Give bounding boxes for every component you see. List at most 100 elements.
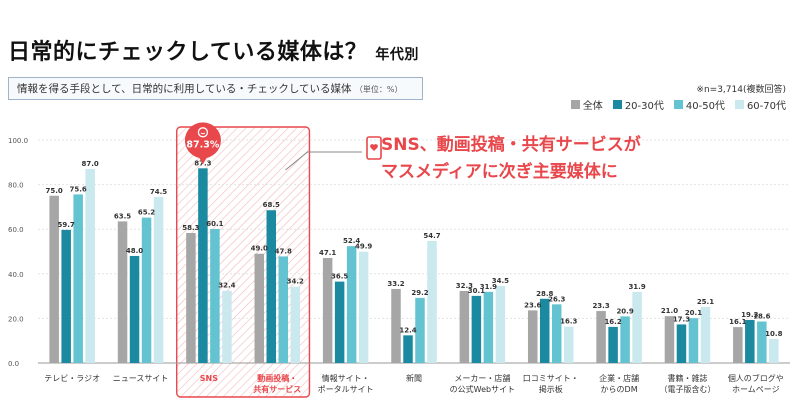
bar bbox=[61, 229, 71, 363]
bar bbox=[222, 290, 232, 363]
bar bbox=[527, 310, 538, 363]
bar-value-label: 59.7 bbox=[58, 221, 75, 229]
bar-value-label: 20.9 bbox=[616, 307, 633, 315]
bar-value-label: 32.3 bbox=[456, 282, 473, 290]
bar bbox=[186, 232, 196, 363]
bar-value-label: 30.1 bbox=[468, 287, 485, 295]
chart-subtitle: 情報を得る手段として、日常的に利用している・チェックしている媒体 bbox=[17, 83, 352, 95]
bar bbox=[483, 291, 494, 363]
badge-circle bbox=[184, 122, 221, 159]
bar-value-label: 19.3 bbox=[741, 311, 758, 319]
bar-value-label: 23.3 bbox=[592, 302, 609, 310]
callout-text: SNS、動画投稿・共有サービスが マスメディアに次ぎ主要媒体に bbox=[381, 132, 641, 186]
bar-value-label: 65.2 bbox=[138, 209, 155, 217]
legend-item-20-30: 20-30代 bbox=[612, 97, 664, 112]
legend-swatch-60-70 bbox=[734, 100, 744, 109]
x-category-label: 共有サービス bbox=[253, 384, 301, 394]
x-category-label: 口コミサイト・ bbox=[523, 374, 579, 383]
bar bbox=[129, 255, 140, 363]
phone-heart-icon bbox=[366, 136, 382, 160]
bar bbox=[391, 288, 401, 363]
x-category-label: 個人のブログや bbox=[728, 373, 784, 383]
callout-connector bbox=[285, 151, 362, 171]
smiley-icon bbox=[197, 127, 209, 138]
bar-value-label: 31.9 bbox=[628, 283, 645, 291]
y-tick-label: 60.0 bbox=[8, 226, 24, 234]
annotation-layer: 87.3% bbox=[184, 122, 362, 171]
bar bbox=[688, 318, 699, 363]
bar bbox=[608, 326, 618, 363]
bar bbox=[403, 335, 413, 363]
bar bbox=[153, 196, 164, 363]
bar bbox=[334, 281, 345, 363]
bar-value-label: 26.3 bbox=[548, 295, 565, 303]
title-main: 日常的にチェックしている媒体は？ bbox=[8, 40, 368, 65]
bar-value-label: 60.1 bbox=[206, 220, 223, 228]
bar-value-label: 16.1 bbox=[729, 318, 746, 326]
legend-label-40-50: 40-50代 bbox=[685, 101, 725, 112]
x-category-label: 動画投稿・ bbox=[257, 373, 297, 383]
bar bbox=[322, 257, 333, 363]
badge-value: 87.3% bbox=[186, 139, 219, 150]
legend-label-all: 全体 bbox=[582, 101, 603, 112]
unit-label: （単位：%） bbox=[354, 85, 403, 94]
bar bbox=[700, 307, 711, 363]
bar bbox=[676, 324, 687, 363]
bar-value-label: 48.0 bbox=[126, 247, 143, 255]
y-tick-label: 80.0 bbox=[8, 182, 24, 190]
bar-value-label: 49.0 bbox=[251, 245, 268, 253]
x-category-label: テレビ・ラジオ bbox=[44, 374, 100, 383]
bar-value-label: 31.9 bbox=[480, 283, 497, 291]
bar-value-label: 17.3 bbox=[673, 315, 690, 323]
bar bbox=[85, 168, 95, 363]
highlight-layer bbox=[176, 126, 311, 398]
labels-layer: 75.0 59.7 75.6 87.0 テレビ・ラジオ 63.5 48.0 65.2 74.5 ニ… bbox=[44, 159, 784, 394]
x-category-label: （電子版含む） bbox=[659, 384, 715, 394]
bar bbox=[254, 253, 265, 363]
bar bbox=[620, 316, 630, 363]
bar-value-label: 87.0 bbox=[82, 160, 99, 168]
legend-item-40-50: 40-50代 bbox=[673, 97, 725, 112]
bar-value-label: 58.3 bbox=[182, 224, 199, 232]
bar-value-label: 34.2 bbox=[287, 278, 304, 286]
bar-value-label: 29.2 bbox=[411, 289, 428, 297]
x-category-label: メーカー・店舗 bbox=[454, 373, 510, 383]
x-category-label: 情報サイト・ bbox=[322, 373, 370, 383]
chart-legend: 全体 20-30代 40-50代 60-70代 bbox=[570, 97, 786, 112]
bar bbox=[358, 251, 369, 363]
callout-line-1: SNS、動画投稿・共有サービスが bbox=[381, 135, 641, 155]
bar bbox=[210, 228, 220, 363]
x-category-label: 掲示板 bbox=[539, 384, 563, 394]
bar bbox=[551, 304, 562, 363]
bar-value-label: 10.8 bbox=[765, 330, 782, 338]
bar-value-label: 75.0 bbox=[46, 187, 63, 195]
grid-layer: 0.0 20.0 40.0 60.0 80.0 100.0 bbox=[8, 137, 790, 368]
bar bbox=[278, 256, 289, 363]
x-category-label: ポータルサイト bbox=[318, 385, 374, 394]
bar bbox=[346, 246, 357, 363]
bar bbox=[757, 321, 767, 363]
bar-value-label: 16.3 bbox=[560, 318, 577, 326]
legend-label-20-30: 20-30代 bbox=[624, 101, 664, 112]
bar-value-label: 23.6 bbox=[524, 301, 541, 309]
bar bbox=[49, 195, 59, 363]
bar bbox=[266, 210, 277, 363]
bar-value-label: 63.5 bbox=[114, 212, 131, 220]
bar bbox=[539, 298, 550, 363]
bar bbox=[733, 327, 743, 363]
x-category-label: 新聞 bbox=[406, 373, 422, 383]
legend-item-60-70: 60-70代 bbox=[734, 97, 786, 112]
bar-value-label: 47.8 bbox=[275, 247, 292, 255]
bar-value-label: 52.4 bbox=[343, 237, 360, 245]
smiley-mouth bbox=[200, 132, 206, 135]
legend-label-60-70: 60-70代 bbox=[746, 101, 786, 112]
bar bbox=[563, 326, 574, 363]
bar bbox=[427, 241, 437, 363]
x-category-label: からのDM bbox=[601, 385, 638, 394]
bar-value-label: 68.5 bbox=[263, 201, 280, 209]
y-tick-label: 20.0 bbox=[8, 315, 24, 323]
x-category-label: ホームページ bbox=[732, 385, 780, 394]
bar-value-label: 33.2 bbox=[387, 280, 404, 288]
page-title: 日常的にチェックしている媒体は？ 年代別 bbox=[8, 34, 419, 66]
legend-swatch-40-50 bbox=[673, 100, 683, 109]
